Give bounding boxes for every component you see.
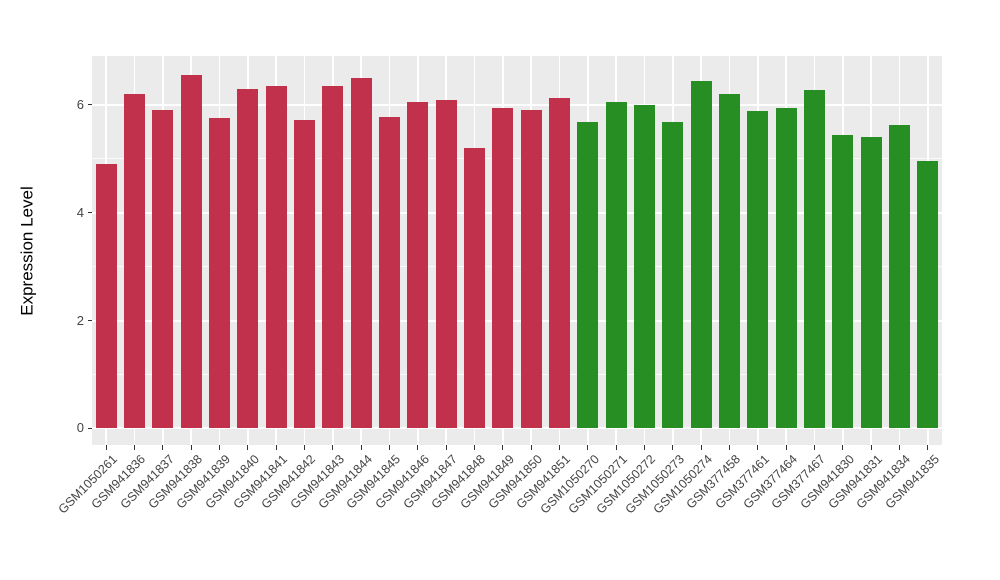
- x-tick-mark: [587, 445, 589, 450]
- bar: [634, 104, 655, 429]
- x-tick-mark: [672, 445, 674, 450]
- x-tick-mark: [757, 445, 759, 450]
- bar: [464, 148, 485, 429]
- x-tick-mark: [474, 445, 475, 450]
- x-tick-mark: [644, 445, 645, 450]
- y-tick-label: 2: [76, 312, 84, 328]
- bar: [124, 94, 145, 429]
- x-tick-mark: [360, 445, 362, 450]
- bar: [209, 118, 230, 429]
- x-tick-mark: [530, 445, 532, 450]
- bar: [379, 116, 400, 429]
- bar: [917, 161, 939, 429]
- minor-gridline: [92, 373, 942, 375]
- x-tick-mark: [134, 445, 135, 450]
- x-tick-mark: [304, 445, 305, 450]
- bar: [662, 122, 684, 429]
- y-tick-mark: [87, 320, 92, 321]
- x-tick-mark: [105, 445, 107, 450]
- bar: [322, 86, 344, 429]
- bar: [294, 119, 315, 429]
- bar: [549, 98, 570, 429]
- bar: [407, 102, 429, 429]
- major-gridline: [92, 211, 942, 214]
- bar: [95, 164, 117, 429]
- bar: [690, 80, 712, 429]
- y-tick-label: 6: [76, 96, 84, 112]
- minor-gridline: [92, 158, 942, 160]
- bar: [832, 134, 854, 429]
- x-tick-mark: [190, 445, 192, 450]
- y-tick-mark: [87, 212, 92, 214]
- major-gridline: [92, 319, 942, 322]
- bar: [889, 125, 910, 429]
- x-tick-mark: [389, 445, 390, 450]
- x-tick-mark: [729, 445, 730, 450]
- plot-panel: [92, 56, 942, 445]
- y-tick-label: 4: [76, 204, 84, 220]
- bar: [237, 88, 259, 429]
- bar: [350, 77, 372, 429]
- y-axis-title-box: Expression Level: [16, 56, 40, 445]
- bar: [719, 94, 740, 429]
- bar: [577, 122, 599, 429]
- x-tick-mark: [559, 445, 560, 450]
- x-tick-mark: [247, 445, 249, 450]
- x-tick-mark: [615, 445, 617, 450]
- x-tick-mark: [162, 445, 164, 450]
- bar: [520, 110, 542, 429]
- x-tick-mark: [219, 445, 220, 450]
- y-tick-mark: [87, 427, 92, 429]
- major-gridline: [92, 103, 942, 106]
- x-tick-mark: [502, 445, 504, 450]
- x-tick-mark: [927, 445, 929, 450]
- y-tick-mark: [87, 104, 92, 106]
- minor-gridline: [92, 266, 942, 268]
- x-tick-mark: [700, 445, 702, 450]
- x-tick-mark: [275, 445, 277, 450]
- x-tick-mark: [899, 445, 900, 450]
- x-tick-mark: [332, 445, 334, 450]
- bar: [435, 99, 457, 429]
- y-tick-label: 0: [76, 420, 84, 436]
- bar: [804, 89, 825, 429]
- x-tick-mark: [445, 445, 447, 450]
- bar: [152, 110, 174, 429]
- bar: [747, 111, 769, 429]
- x-tick-mark: [870, 445, 872, 450]
- x-tick-mark: [785, 445, 787, 450]
- bar: [775, 107, 797, 429]
- bar: [492, 107, 514, 429]
- major-gridline: [92, 427, 942, 430]
- bar: [605, 102, 627, 429]
- bar: [265, 86, 287, 429]
- bar: [860, 137, 882, 429]
- x-tick-mark: [842, 445, 844, 450]
- x-tick-mark: [417, 445, 419, 450]
- bar: [180, 75, 202, 429]
- x-tick-mark: [814, 445, 815, 450]
